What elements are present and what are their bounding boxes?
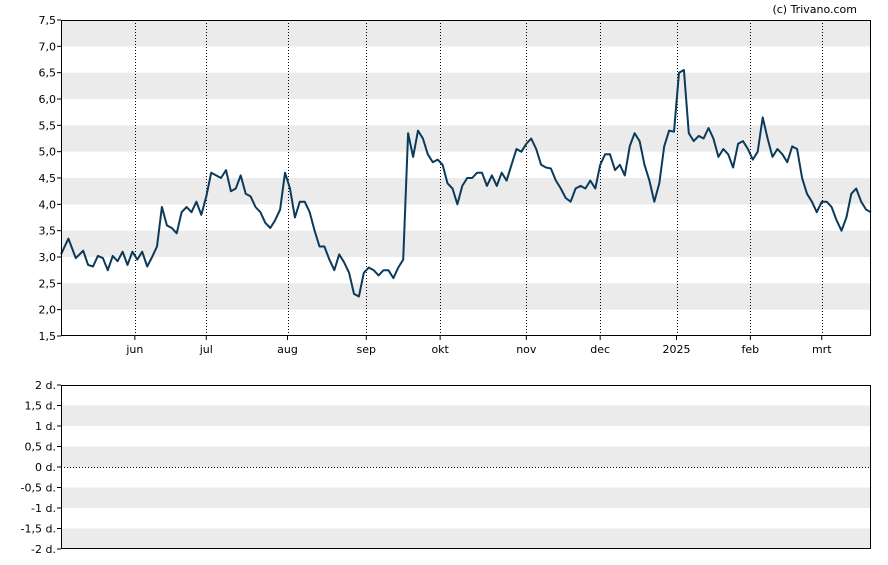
x-tick-label: nov — [516, 343, 537, 356]
price-band — [61, 125, 871, 152]
y-tick-label: 1,5 — [39, 330, 57, 343]
volume-plot-frame — [61, 385, 871, 549]
y-tick-label: 2,5 — [39, 277, 57, 290]
y-tick-label: 1 d. — [35, 420, 56, 433]
y-tick-label: -0,5 d. — [21, 482, 56, 495]
y-tick-label: 5,5 — [39, 119, 57, 132]
y-tick-label: 7,0 — [39, 40, 57, 53]
price-band — [61, 20, 871, 47]
price-line — [60, 69, 872, 298]
volume-band — [61, 487, 871, 508]
x-tick-label: jun — [125, 343, 143, 356]
x-tick-label: feb — [742, 343, 760, 356]
volume-chart-axes: 2 d. 1,5 d. 1 d. 0,5 d. 0 d. -0,5 d. -1 d. -1,5… — [21, 379, 871, 556]
y-tick-label: 4,5 — [39, 172, 57, 185]
price-series — [60, 69, 872, 298]
volume-band — [61, 528, 871, 549]
volume-band — [61, 405, 871, 426]
y-tick-label: -1,5 d. — [21, 523, 56, 536]
y-tick-label: 3,0 — [39, 251, 57, 264]
x-tick-label: aug — [277, 343, 298, 356]
y-tick-label: 7,5 — [39, 14, 57, 27]
price-chart-axes: 7,5 7,0 6,5 6,0 5,5 5,0 4,5 4,0 3,5 3,0 2,5 2,0 1,5 j… — [39, 14, 871, 356]
x-tick-label: dec — [590, 343, 610, 356]
x-tick-label: sep — [357, 343, 376, 356]
price-plot-frame — [61, 20, 871, 336]
credit-text: (c) Trivano.com — [772, 3, 857, 16]
x-tick-label: mrt — [812, 343, 832, 356]
y-tick-label: 3,5 — [39, 225, 57, 238]
price-band — [61, 230, 871, 257]
y-tick-label: 1,5 d. — [25, 400, 56, 413]
y-tick-label: 0,5 d. — [25, 441, 56, 454]
y-tick-label: 2 d. — [35, 379, 56, 392]
y-tick-label: 4,0 — [39, 198, 57, 211]
y-tick-label: 0 d. — [35, 461, 56, 474]
x-tick-label: 2025 — [663, 343, 691, 356]
x-tick-label: jul — [199, 343, 213, 356]
price-band — [61, 178, 871, 205]
price-band — [61, 72, 871, 99]
y-tick-label: -1 d. — [31, 502, 56, 515]
volume-chart-bands — [61, 405, 871, 549]
volume-band — [61, 446, 871, 467]
price-chart-bands — [61, 20, 871, 310]
price-band — [61, 283, 871, 310]
y-tick-label: 2,0 — [39, 304, 57, 317]
y-tick-label: 5,0 — [39, 146, 57, 159]
y-tick-label: 6,5 — [39, 67, 57, 80]
y-tick-label: -2 d. — [31, 543, 56, 556]
x-tick-label: okt — [431, 343, 449, 356]
y-tick-label: 6,0 — [39, 93, 57, 106]
